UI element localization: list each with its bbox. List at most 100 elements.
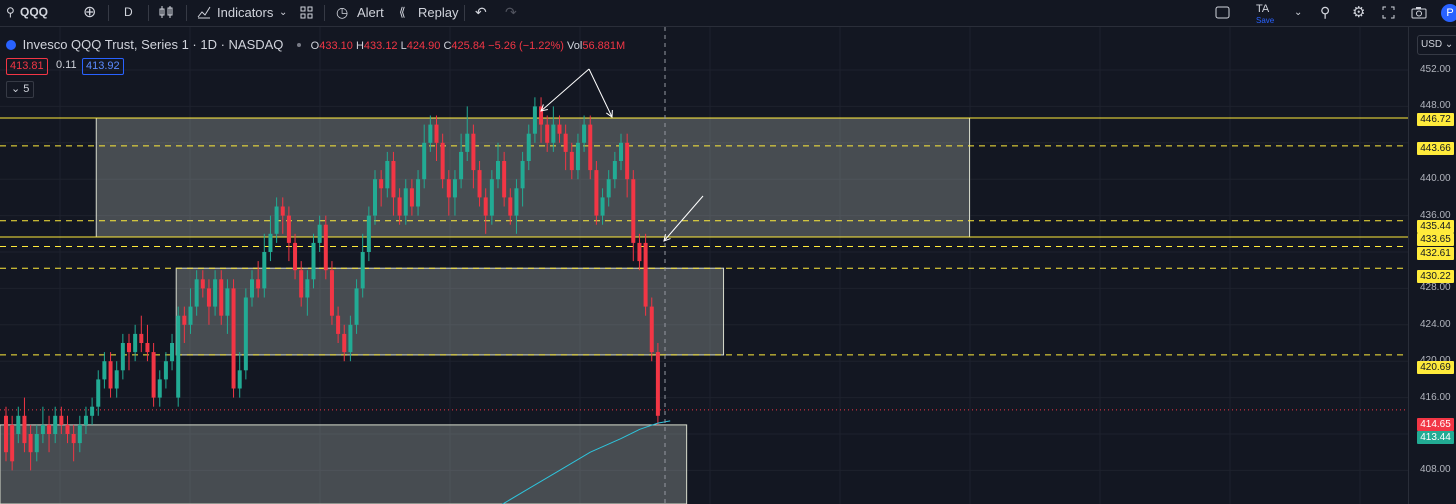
candle-body bbox=[170, 343, 175, 362]
fullscreen-icon[interactable] bbox=[1382, 0, 1395, 26]
candle-body bbox=[65, 424, 70, 434]
candle-body bbox=[28, 434, 33, 453]
candle-body bbox=[323, 224, 328, 271]
indicators-button[interactable]: Indicators bbox=[217, 5, 274, 20]
price-label-tag[interactable]: 420.69 bbox=[1417, 361, 1454, 374]
candle-body bbox=[250, 279, 254, 298]
candle-body bbox=[286, 215, 291, 243]
candle-body bbox=[77, 424, 82, 444]
replay-icon[interactable]: ⟪ bbox=[399, 5, 406, 19]
candle-body bbox=[83, 415, 88, 425]
candle-body bbox=[391, 161, 396, 198]
candle-body bbox=[90, 406, 95, 416]
toolbar-separator bbox=[108, 5, 109, 21]
candle-body bbox=[274, 206, 279, 234]
candle-body bbox=[631, 179, 636, 243]
candle-body bbox=[520, 161, 525, 189]
low-label: L bbox=[400, 40, 407, 52]
candle-body bbox=[108, 361, 113, 389]
open-label: O bbox=[310, 40, 320, 52]
camera-snapshot-icon[interactable] bbox=[1411, 0, 1427, 26]
candle-body bbox=[385, 161, 390, 189]
compare-symbol-icon[interactable]: ⊕ bbox=[83, 4, 97, 21]
symbol-button[interactable]: QQQ bbox=[20, 5, 49, 19]
price-label-tag[interactable]: 433.65 bbox=[1417, 233, 1454, 246]
alert-button[interactable]: Alert bbox=[357, 5, 384, 20]
indicators-icon[interactable] bbox=[197, 0, 211, 26]
chevron-down-icon[interactable]: ⌄ bbox=[1294, 7, 1303, 18]
chart-canvas[interactable] bbox=[0, 27, 1408, 504]
chevron-down-icon[interactable]: ⌄ bbox=[279, 7, 288, 18]
price-label-tag[interactable]: 413.44 bbox=[1417, 431, 1454, 444]
candle-body bbox=[59, 415, 64, 425]
price-label-tag[interactable]: 443.66 bbox=[1417, 142, 1454, 155]
annotation-arrowhead bbox=[540, 104, 548, 112]
replay-button[interactable]: Replay bbox=[418, 5, 459, 20]
toolbar-separator bbox=[148, 5, 149, 21]
candle-body bbox=[569, 151, 574, 171]
price-label-tag[interactable]: 414.65 bbox=[1417, 418, 1454, 431]
chart-legend: Invesco QQQ Trust, Series 1 · 1D · NASDA… bbox=[6, 37, 625, 52]
candle-body bbox=[539, 106, 544, 125]
candle-body bbox=[120, 343, 125, 371]
avatar[interactable]: P bbox=[1441, 4, 1456, 22]
price-axis-tick: 408.00 bbox=[1420, 464, 1451, 476]
close-label: C bbox=[443, 40, 452, 52]
settings-gear-icon[interactable]: ⚙ bbox=[1352, 4, 1366, 21]
candle-body bbox=[643, 242, 648, 307]
layout-name[interactable]: TA bbox=[1256, 3, 1270, 15]
candle-body bbox=[354, 288, 359, 325]
save-button[interactable]: Save bbox=[1256, 16, 1275, 25]
change-value: −5.26 (−1.22%) bbox=[488, 40, 564, 52]
candle-body bbox=[508, 197, 513, 216]
candle-body bbox=[360, 252, 365, 289]
layout-grid-icon[interactable] bbox=[300, 0, 313, 26]
volume-label: Vol bbox=[567, 40, 583, 52]
fullscreen-layout-icon[interactable] bbox=[1215, 0, 1230, 26]
candle-body bbox=[489, 179, 494, 216]
bid-price-box[interactable]: 413.81 bbox=[6, 58, 48, 75]
candle-body bbox=[194, 279, 199, 307]
candle-body bbox=[471, 133, 476, 171]
candle-body bbox=[305, 279, 310, 298]
chart-pane[interactable] bbox=[0, 27, 1408, 504]
currency-button[interactable]: USD ⌄ bbox=[1417, 35, 1456, 55]
candle-body bbox=[563, 133, 568, 152]
indicators-toggle[interactable]: ⌄ 5 bbox=[6, 81, 35, 98]
price-axis-tick: 416.00 bbox=[1420, 391, 1451, 403]
quick-search-icon[interactable]: ⚲ bbox=[1320, 4, 1331, 20]
symbol-search-icon[interactable]: ⚲ bbox=[6, 5, 15, 19]
indicators-count: 5 bbox=[23, 83, 30, 95]
top-toolbar: ⚲ QQQ ⊕ D Indicators ⌄ ◷ Alert ⟪ Replay … bbox=[0, 0, 1456, 27]
candle-body bbox=[102, 361, 107, 380]
candle-body bbox=[47, 424, 52, 434]
price-label-tag[interactable]: 432.61 bbox=[1417, 247, 1454, 260]
price-label-tag[interactable]: 435.44 bbox=[1417, 220, 1454, 233]
candle-body bbox=[477, 170, 482, 198]
candle-body bbox=[502, 161, 507, 198]
candle-body bbox=[452, 179, 457, 198]
price-label-tag[interactable]: 430.22 bbox=[1417, 270, 1454, 283]
candle-body bbox=[96, 379, 101, 407]
ask-price-box[interactable]: 413.92 bbox=[82, 58, 124, 75]
candle-body bbox=[16, 415, 21, 434]
undo-icon[interactable]: ↶ bbox=[475, 4, 487, 20]
interval-button[interactable]: D bbox=[124, 5, 133, 19]
candle-body bbox=[176, 315, 181, 398]
redo-icon[interactable]: ↷ bbox=[505, 4, 517, 20]
close-value: 425.84 bbox=[451, 40, 486, 52]
candles-style-icon[interactable] bbox=[159, 0, 173, 26]
alert-clock-icon[interactable]: ◷ bbox=[336, 4, 349, 20]
candle-body bbox=[133, 333, 138, 353]
candle-body bbox=[532, 106, 537, 134]
candle-body bbox=[4, 415, 8, 453]
candle-body bbox=[280, 206, 285, 216]
candle-body bbox=[219, 279, 224, 316]
price-label-tag[interactable]: 446.72 bbox=[1417, 113, 1454, 126]
candle-body bbox=[151, 352, 156, 398]
candle-body bbox=[373, 179, 377, 216]
candle-body bbox=[262, 252, 267, 289]
candle-body bbox=[557, 124, 562, 134]
legend-title[interactable]: Invesco QQQ Trust, Series 1 · 1D · NASDA… bbox=[22, 37, 284, 52]
candle-body bbox=[237, 370, 242, 389]
